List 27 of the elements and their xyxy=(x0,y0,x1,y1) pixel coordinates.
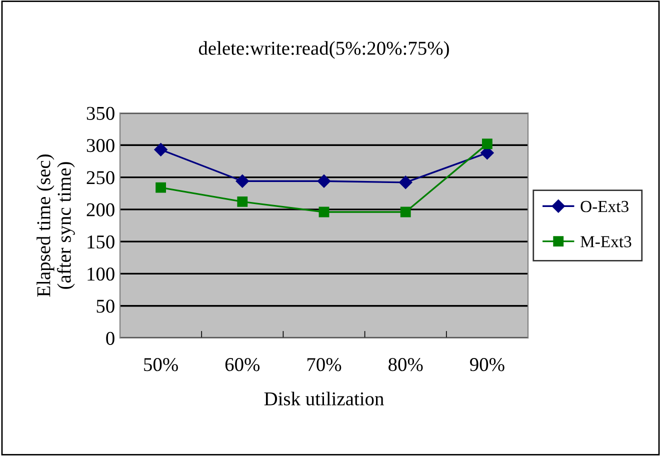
x-axis-title: Disk utilization xyxy=(264,392,384,406)
x-tick-label: 50% xyxy=(144,358,178,372)
x-tick-label: 80% xyxy=(388,358,423,372)
chart-title: delete:write:read(5%:20%:75%) xyxy=(198,41,449,59)
legend-label: M-Ext3 xyxy=(580,236,632,248)
point xyxy=(482,138,492,150)
y-tick-label: 250 xyxy=(86,171,114,184)
x-tick-label: 60% xyxy=(225,358,260,372)
point xyxy=(236,174,249,188)
point xyxy=(400,206,411,218)
y-tick-label: 300 xyxy=(86,138,114,152)
y-tick-label: 150 xyxy=(88,235,114,249)
point xyxy=(399,176,412,190)
x-tick-label: 70% xyxy=(307,358,342,372)
legend-label: O-Ext3 xyxy=(580,200,628,212)
y-tick-label: 0 xyxy=(106,332,114,345)
point xyxy=(317,174,331,188)
y-tick-label: 100 xyxy=(88,268,114,281)
y-tick-label: 200 xyxy=(86,203,114,216)
y-axis-title: Elapsed time (sec) (after sync time) xyxy=(36,154,75,297)
point xyxy=(318,206,330,218)
point xyxy=(154,143,168,156)
y-tick-label: 350 xyxy=(86,106,114,120)
y-tick-label: 50 xyxy=(96,300,114,313)
point xyxy=(156,182,166,193)
point xyxy=(237,196,248,207)
x-tick-label: 90% xyxy=(470,358,504,372)
